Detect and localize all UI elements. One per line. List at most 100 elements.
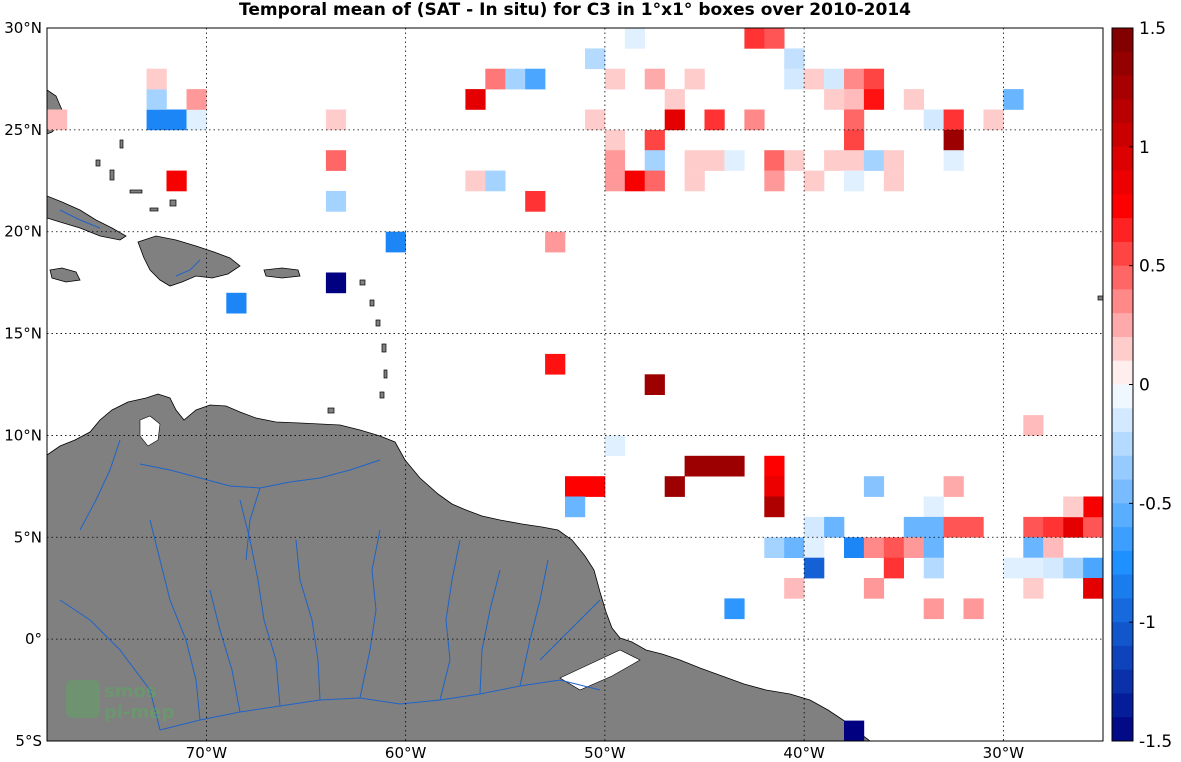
grid-cell <box>923 598 944 620</box>
grid-cell <box>764 476 785 497</box>
watermark-logo: smos pi-mep <box>66 680 174 723</box>
grid-cell <box>604 129 626 151</box>
colorbar-segment <box>1112 455 1133 480</box>
grid-cell <box>744 28 765 49</box>
grid-cell <box>565 496 586 518</box>
longitude-tick-label: 40°W <box>783 744 825 762</box>
colorbar-tick-label: 0.5 <box>1139 257 1166 277</box>
grid-cell <box>325 150 347 171</box>
grid-cell <box>764 150 785 171</box>
grid-cell <box>604 68 626 90</box>
cell-layer <box>47 28 1103 741</box>
grid-cell <box>664 89 685 110</box>
grid-cell <box>565 476 586 497</box>
grid-cell <box>325 109 347 131</box>
grid-cell <box>943 516 964 538</box>
grid-cell <box>664 109 685 131</box>
grid-cell <box>545 353 566 375</box>
grid-cell <box>325 272 347 294</box>
grid-cell <box>784 150 805 171</box>
longitude-tick-label: 50°W <box>584 744 626 762</box>
grid-cell <box>684 170 705 192</box>
colorbar-segment <box>1112 218 1133 243</box>
grid-cell <box>764 170 785 192</box>
grid-cell <box>704 455 725 477</box>
grid-cell <box>704 150 725 171</box>
grid-cell <box>824 516 845 538</box>
colorbar-segment <box>1112 717 1133 742</box>
grid-cell <box>903 537 924 558</box>
grid-cell <box>465 170 486 192</box>
grid-cell <box>525 191 546 212</box>
colorbar-segment <box>1112 408 1133 433</box>
latitude-labels: 30°N 25°N 20°N 15°N 10°N 5°N 0° 5°S <box>4 19 42 750</box>
grid-cell <box>1043 537 1064 558</box>
colorbar-segment <box>1112 598 1133 623</box>
colorbar-segment <box>1112 527 1133 552</box>
grid-cell <box>863 150 885 171</box>
grid-cell <box>784 68 805 90</box>
grid-cell <box>485 170 506 192</box>
grid-cell <box>1043 557 1064 579</box>
latitude-tick-label: 0° <box>25 630 42 648</box>
small-islands <box>95 139 1103 414</box>
colorbar-segment <box>1112 384 1133 409</box>
grid-cell <box>465 89 486 110</box>
grid-cell <box>624 28 645 49</box>
grid-cell <box>1003 557 1024 579</box>
jamaica-land <box>49 267 81 283</box>
colorbar-segment <box>1112 146 1133 171</box>
grid-cell <box>923 496 944 518</box>
graticule <box>47 28 1103 741</box>
map-title: Temporal mean of (SAT - In situ) for C3 … <box>239 0 911 20</box>
colorbar-segment <box>1112 337 1133 362</box>
grid-cell <box>604 150 626 171</box>
grid-cell <box>644 68 665 90</box>
grid-cell <box>784 578 805 599</box>
grid-cell <box>585 48 606 70</box>
grid-cell <box>624 170 645 192</box>
colorbar-segment <box>1112 75 1133 100</box>
grid-cell <box>146 89 167 110</box>
grid-cell <box>863 537 885 558</box>
longitude-tick-label: 30°W <box>983 744 1025 762</box>
cuba-land <box>47 195 127 241</box>
longitude-labels: 70°W 60°W 50°W 40°W 30°W <box>186 744 1025 762</box>
grid-cell <box>764 455 785 477</box>
colorbar <box>1111 27 1134 742</box>
grid-cell <box>525 68 546 90</box>
colorbar-segment <box>1112 313 1133 338</box>
grid-cell <box>844 89 865 110</box>
grid-cell <box>724 598 745 620</box>
grid-cell <box>1023 578 1044 599</box>
grid-cell <box>146 68 167 90</box>
grid-cell <box>883 557 904 579</box>
grid-cell <box>844 129 865 151</box>
grid-cell <box>1003 89 1024 110</box>
colorbar-tick-label: 1.5 <box>1139 19 1166 39</box>
grid-cell <box>863 476 885 497</box>
grid-cell <box>146 109 167 131</box>
grid-cell <box>943 129 964 151</box>
grid-cell <box>1083 496 1103 518</box>
grid-cell <box>863 68 885 90</box>
watermark-line1: smos <box>104 681 157 702</box>
longitude-tick-label: 70°W <box>186 744 228 762</box>
grid-cell <box>325 191 347 212</box>
grid-cell <box>644 374 665 395</box>
grid-cell <box>804 557 825 579</box>
latitude-tick-label: 25°N <box>4 121 42 139</box>
grid-cell <box>604 435 626 457</box>
colorbar-segment <box>1112 574 1133 599</box>
grid-cell <box>844 150 865 171</box>
grid-cell <box>923 537 944 558</box>
latitude-tick-label: 10°N <box>4 426 42 444</box>
colorbar-segment <box>1112 51 1133 76</box>
colorbar-segment <box>1112 99 1133 124</box>
colorbar-segment <box>1112 479 1133 504</box>
grid-cell <box>1083 557 1103 579</box>
colorbar-tick-label: -1 <box>1139 613 1156 633</box>
grid-cell <box>844 170 865 192</box>
colorbar-segment <box>1112 550 1133 576</box>
